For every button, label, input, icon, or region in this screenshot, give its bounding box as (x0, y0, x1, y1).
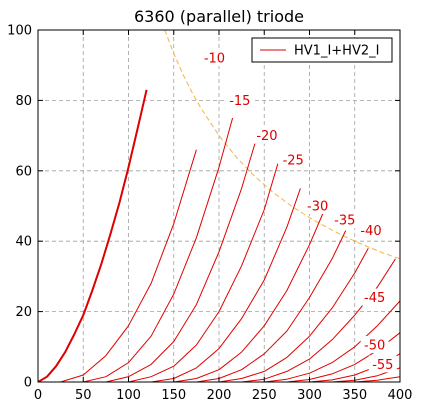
dissipation-layer (164, 30, 400, 260)
x-tick-label: 0 (34, 388, 42, 403)
legend: HV1_I+HV2_I (251, 37, 393, 63)
plate-curve-vgneg30 (173, 212, 324, 382)
curve-label: -55 (372, 358, 393, 373)
plate-curve-vgneg5 (60, 149, 197, 382)
grid-lines (38, 30, 400, 382)
plate-curve-vg0 (38, 89, 148, 382)
x-tick-label: 50 (75, 388, 92, 403)
plate-curve-vgneg50 (264, 300, 400, 382)
x-tick-label: 250 (252, 388, 277, 403)
curve-label-background (330, 211, 359, 229)
curve-label-background (360, 336, 389, 354)
x-tick-label: 400 (388, 388, 413, 403)
dissipation-curve (164, 30, 400, 260)
legend-label: HV1_I+HV2_I (294, 44, 379, 59)
x-tick-label: 350 (342, 388, 367, 403)
x-tick-label: 100 (116, 388, 141, 403)
curve-label: -30 (307, 200, 328, 215)
curve-label: -35 (334, 214, 355, 229)
plate-curve-vgneg10 (83, 117, 234, 382)
curve-label-background (279, 151, 308, 169)
curves-layer (38, 89, 400, 382)
curve-label: -40 (360, 224, 381, 239)
curve-label: -50 (364, 339, 385, 354)
x-tick-label: 300 (297, 388, 322, 403)
curve-label: -20 (256, 129, 277, 144)
plate-curve-vgneg15 (105, 142, 256, 382)
axes (37, 29, 401, 383)
curve-labels-layer: -10 -15 -20 -25 -30 -35 -40 -45 -50 -55 (200, 49, 397, 373)
curve-label-background (225, 91, 254, 109)
curve-label: -25 (283, 154, 304, 169)
curve-label: -15 (229, 94, 250, 109)
curve-label-background (200, 49, 229, 67)
plate-curve-vgneg35 (196, 230, 347, 382)
plate-curve-vgneg70 (354, 376, 400, 382)
x-tick-label: 200 (207, 388, 232, 403)
y-tick-label: 80 (15, 94, 32, 109)
y-tick-label: 100 (7, 24, 32, 39)
curve-label-background (252, 126, 281, 144)
y-tick-label: 40 (15, 235, 32, 250)
curve-label: -10 (204, 52, 225, 67)
chart-title: 6360 (parallel) triode (134, 7, 304, 26)
x-tick-label: 150 (161, 388, 186, 403)
curve-label-background (360, 288, 389, 306)
plate-curve-vgneg40 (218, 247, 369, 382)
y-tick-label: 0 (24, 376, 32, 391)
tick-labels: 0 50 100 150 200 250 300 350 400 0 20 40 60 80 100 (7, 24, 412, 404)
curve-label: -45 (364, 291, 385, 306)
y-tick-label: 60 (15, 164, 32, 179)
y-tick-label: 20 (15, 305, 32, 320)
curve-label-background (357, 221, 386, 239)
plate-curve-vgneg25 (151, 188, 301, 382)
curve-label-background (303, 197, 332, 214)
plate-curve-vgneg20 (128, 163, 279, 382)
curve-label-background (368, 355, 397, 373)
